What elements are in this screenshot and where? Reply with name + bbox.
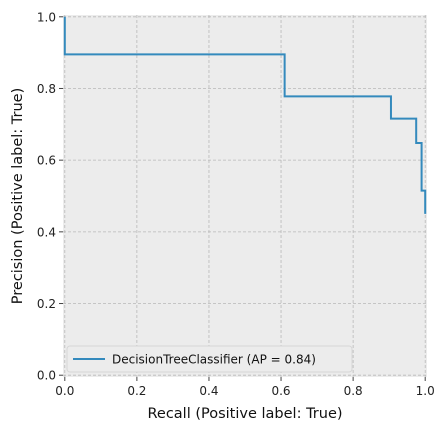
x-tick-label: 0.0 xyxy=(55,384,74,398)
axis-ticks: 0.0 0.2 0.4 0.6 0.8 1.0 0.0 0.2 0.4 0.6 0.8 1.0 xyxy=(37,10,435,398)
x-tick-label: 0.8 xyxy=(344,384,363,398)
y-tick-label: 0.8 xyxy=(37,82,56,96)
y-tick-label: 1.0 xyxy=(37,10,56,24)
y-tick-label: 0.4 xyxy=(37,225,56,239)
x-axis-label: Recall (Positive label: True) xyxy=(147,406,342,422)
y-tick-label: 0.6 xyxy=(37,154,56,168)
y-tick-label: 0.2 xyxy=(37,297,56,311)
y-axis-label: Precision (Positive label: True) xyxy=(10,88,26,305)
legend-entry-label: DecisionTreeClassifier (AP = 0.84) xyxy=(112,353,316,367)
x-tick-label: 0.6 xyxy=(271,384,290,398)
x-tick-label: 1.0 xyxy=(416,384,435,398)
y-tick-label: 0.0 xyxy=(37,369,56,383)
x-tick-label: 0.2 xyxy=(127,384,146,398)
series-line xyxy=(63,16,427,214)
legend: DecisionTreeClassifier (AP = 0.84) xyxy=(66,345,353,373)
x-tick-label: 0.4 xyxy=(199,384,218,398)
plot-background xyxy=(63,15,427,377)
legend-box xyxy=(66,345,353,373)
